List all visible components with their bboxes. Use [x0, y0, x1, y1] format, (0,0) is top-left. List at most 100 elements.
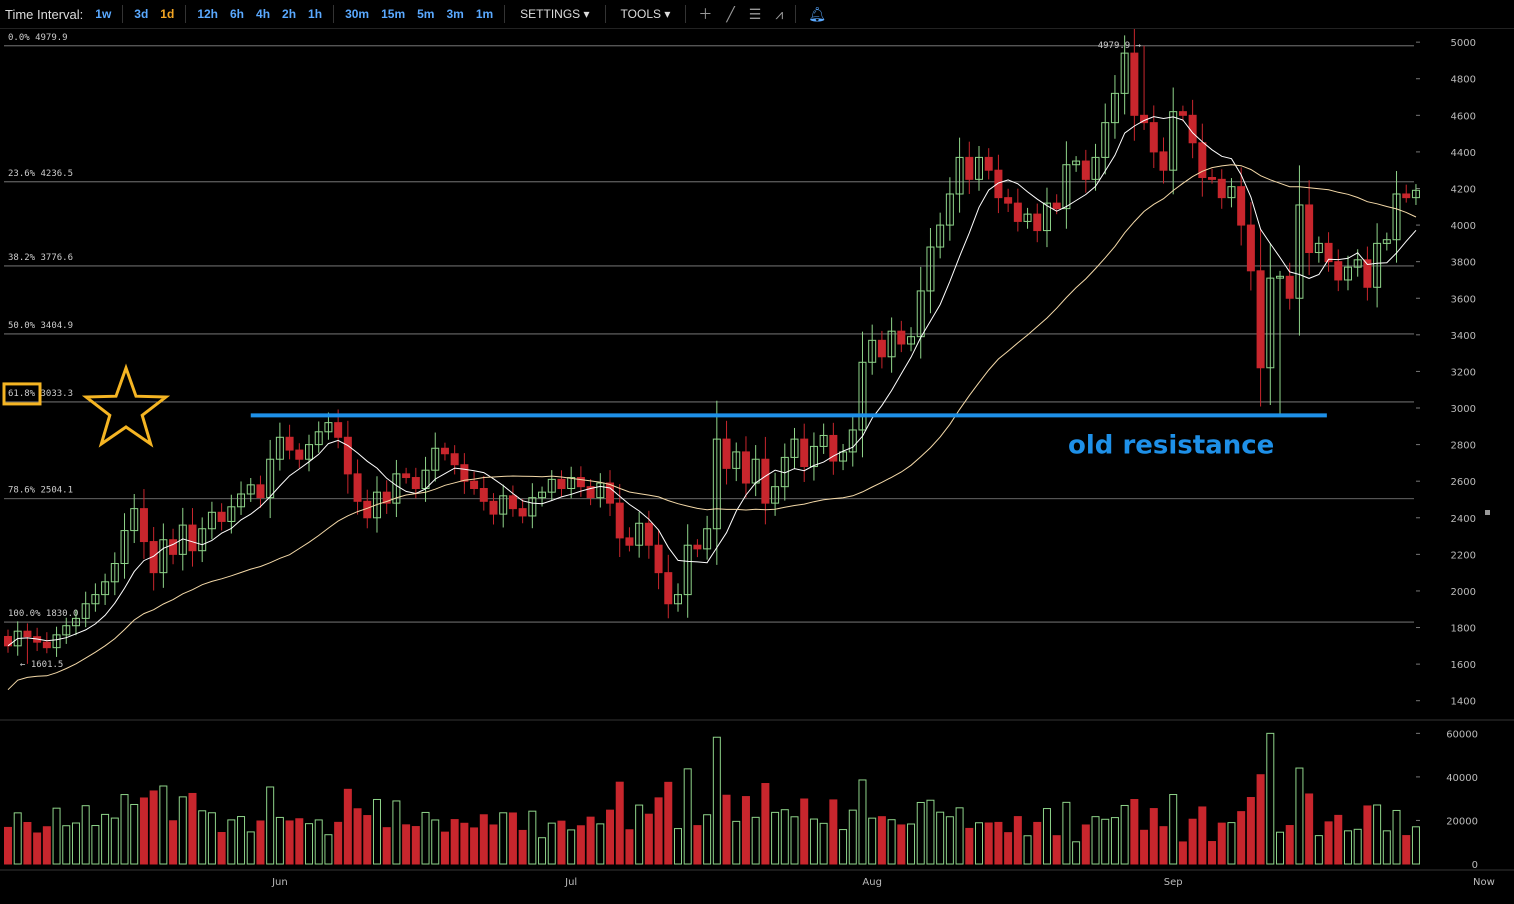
volume-bar [1217, 822, 1226, 865]
candle-body [1343, 266, 1352, 281]
settings-menu[interactable]: SETTINGS [510, 7, 599, 21]
y-tick-label: 3600 [1451, 294, 1476, 305]
candle-body [926, 246, 935, 292]
candle-body [868, 339, 877, 363]
volume-bar [1227, 822, 1236, 865]
volume-bar [62, 825, 71, 865]
volume-bar [800, 798, 809, 865]
interval-2h[interactable]: 2h [282, 7, 297, 21]
volume-bar [547, 822, 556, 865]
candle-body [712, 438, 721, 530]
interval-1m[interactable]: 1m [475, 7, 494, 21]
candle-body [547, 478, 556, 493]
candle-body [1091, 156, 1100, 180]
candle-body [673, 594, 682, 605]
candle-body [1101, 122, 1110, 158]
candle-body [382, 491, 391, 504]
volume-bar [664, 781, 673, 865]
y-tick-label: 3800 [1451, 258, 1476, 269]
interval-4h[interactable]: 4h [256, 7, 271, 21]
volume-bar [159, 785, 168, 865]
candle-body [1052, 202, 1061, 210]
y-tick-label: 4600 [1451, 111, 1476, 122]
candle-body [139, 508, 148, 543]
candle-body [1159, 151, 1168, 171]
interval-6h[interactable]: 6h [230, 7, 245, 21]
candle-body [508, 495, 517, 510]
interval-12h[interactable]: 12h [197, 7, 218, 21]
volume-bar [1363, 805, 1372, 865]
candle-body [1120, 52, 1129, 94]
volume-bar [1062, 801, 1071, 865]
candle-body [1256, 270, 1265, 369]
fib-icon[interactable]: ☰ [748, 5, 762, 22]
interval-1w[interactable]: 1w [95, 7, 112, 21]
time-interval-label: Time Interval: [5, 6, 84, 22]
candle-body [538, 491, 547, 499]
volume-bar [897, 824, 906, 865]
volume-bar [440, 831, 449, 865]
candle-body [1217, 178, 1226, 199]
volume-bar [372, 798, 381, 865]
bell-icon[interactable]: 🔔︎ [808, 5, 827, 22]
candle-body [237, 493, 246, 508]
candle-body [1227, 186, 1236, 199]
candle-body [839, 451, 848, 462]
candle-body [71, 617, 80, 627]
candle-body [305, 444, 314, 460]
candle-body [324, 422, 333, 433]
candle-body [1023, 213, 1032, 222]
volume-bar [926, 799, 935, 865]
volume-bar [1237, 811, 1246, 865]
crosshair-icon[interactable]: ＋ [698, 6, 713, 22]
candle-body [256, 484, 265, 499]
volume-bar [1120, 804, 1129, 865]
moving-averages [7, 116, 1417, 691]
y-tick-label: 5000 [1451, 38, 1476, 49]
y-tick-label: 1600 [1451, 660, 1476, 671]
candle-body [101, 581, 110, 596]
candle-body [586, 486, 595, 499]
volume-bar [1023, 835, 1032, 865]
candle-body [52, 634, 61, 649]
volume-bar [1091, 816, 1100, 865]
volume-bar [1285, 825, 1294, 865]
toolbar-divider [604, 5, 606, 23]
price-chart[interactable]: 1400 1600 1800 2000 2200 2400 2600 2800 3000 3200… [0, 29, 1514, 904]
ma-slow-line [7, 164, 1417, 691]
interval-3m[interactable]: 3m [446, 7, 464, 21]
candle-body [1324, 242, 1333, 263]
volume-bar [780, 809, 789, 865]
candle-body [887, 330, 896, 358]
candle-body [635, 522, 644, 546]
volume-bar [1314, 835, 1323, 865]
time-axis: Jun Jul Aug Sep Now [271, 877, 1495, 888]
interval-1h[interactable]: 1h [308, 7, 323, 21]
volume-bar [460, 822, 469, 865]
candle-body [120, 530, 129, 565]
y-tick-label: 2600 [1451, 477, 1476, 488]
volume-bar [508, 812, 517, 865]
pitchfork-icon[interactable]: ⩘ [775, 5, 784, 22]
volume-bar [975, 822, 983, 865]
volume-bar [887, 819, 896, 865]
line-icon[interactable]: ╱ [726, 5, 735, 22]
candle-body [1110, 92, 1119, 124]
candle-body [1266, 277, 1275, 369]
volume-bar [557, 820, 566, 865]
interval-5m[interactable]: 5m [417, 7, 435, 21]
volume-bar [819, 822, 828, 865]
volume-bar [1305, 793, 1314, 865]
tools-menu[interactable]: TOOLS [611, 7, 681, 21]
volume-bar [1198, 806, 1207, 865]
fib-retracement[interactable]: 0.0% 4979.9 23.6% 4236.5 38.2% 3776.6 50.0%… [2, 33, 1414, 623]
high-marker: 4979.9 → [1098, 41, 1142, 51]
volume-bar [1276, 831, 1285, 865]
volume-bar [955, 807, 964, 865]
interval-1d[interactable]: 1d [160, 7, 175, 21]
interval-30m[interactable]: 30m [345, 7, 370, 21]
volume-bar [790, 816, 799, 865]
volume-bar [693, 825, 702, 865]
interval-15m[interactable]: 15m [381, 7, 406, 21]
interval-3d[interactable]: 3d [134, 7, 149, 21]
